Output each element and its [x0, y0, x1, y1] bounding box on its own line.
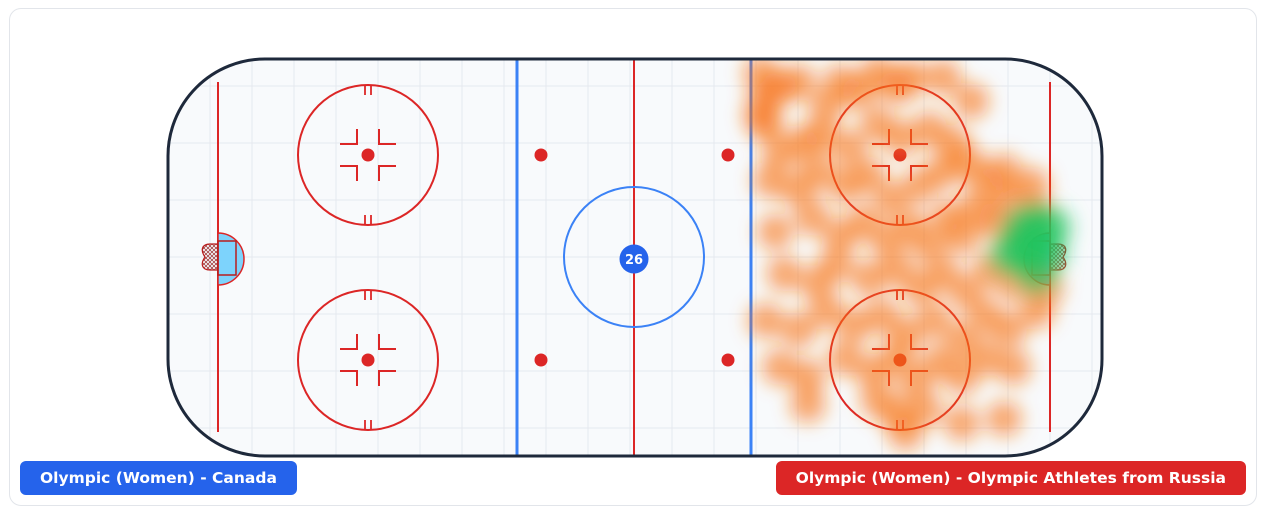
- heatmap-point: [1013, 167, 1050, 204]
- center-marker-circle: [619, 244, 649, 274]
- home-team-badge[interactable]: Olympic (Women) - Canada: [20, 461, 297, 495]
- heatmap-point: [850, 157, 887, 194]
- rink-boards: [166, 57, 1104, 458]
- neutral-faceoff-dot: [534, 148, 548, 162]
- faceoff-l-marks: [340, 334, 396, 386]
- center-circle: [563, 186, 705, 328]
- heatmap-point: [850, 260, 887, 297]
- heatmap-point: [911, 227, 948, 264]
- faceoff-circle: [297, 84, 439, 226]
- heatmap-point: [906, 391, 943, 428]
- faceoff-circle-group: [297, 84, 439, 226]
- heatmap-point: [789, 358, 826, 395]
- heatmap-point: [780, 311, 817, 348]
- heatmap-point: [873, 181, 910, 218]
- heatmap-point: [817, 246, 854, 283]
- heatmap-point: [799, 153, 836, 190]
- neutral-faceoff-dot: [721, 148, 735, 162]
- heatmap-point: [986, 233, 1031, 278]
- heatmap-point: [925, 59, 962, 96]
- heatmap-point: [747, 106, 784, 143]
- heatmap-point: [967, 339, 1004, 376]
- faceoff-circle: [297, 289, 439, 431]
- faceoff-dot: [361, 353, 375, 367]
- heatmap-point: [827, 339, 864, 376]
- heatmap-point: [752, 162, 789, 199]
- away-team-badge[interactable]: Olympic (Women) - Olympic Athletes from …: [775, 461, 1246, 495]
- heatmap-point: [953, 83, 990, 120]
- heatmap-point: [985, 153, 1022, 190]
- heatmap-point: [831, 129, 868, 166]
- heatmap-point: [1018, 293, 1055, 330]
- heatmap-point: [766, 255, 803, 292]
- left-goal-crease: [217, 232, 245, 286]
- heatmap-point: [883, 120, 920, 157]
- center-marker-value: 26: [625, 253, 643, 268]
- heatmap-point: [943, 218, 980, 255]
- faceoff-dot: [361, 148, 375, 162]
- heatmap-point: [794, 199, 831, 236]
- heatmap-point: [808, 293, 845, 330]
- heatmap-point: [995, 349, 1032, 386]
- heatmap-point: [990, 311, 1027, 348]
- faceoff-circle-group: [297, 289, 439, 431]
- left-net-frame: [217, 240, 237, 276]
- neutral-faceoff-dot: [721, 353, 735, 367]
- faceoff-l-marks: [340, 129, 396, 181]
- heatmap-point: [789, 386, 826, 423]
- heatmap-point: [803, 115, 840, 152]
- heatmap-point: [1028, 205, 1073, 250]
- shot-heatmap: [743, 59, 1073, 451]
- heatmap-point: [836, 307, 873, 344]
- heatmap-point: [985, 400, 1022, 437]
- heatmap-point: [757, 213, 794, 250]
- heatmap-point: [892, 59, 929, 96]
- heatmap-point: [747, 302, 784, 339]
- neutral-faceoff-dot: [534, 353, 548, 367]
- heatmap-point: [915, 302, 952, 339]
- heatmap-point: [761, 349, 798, 386]
- heatmap-point: [943, 405, 980, 442]
- left-net: [201, 243, 219, 271]
- heatmap-point: [780, 64, 817, 101]
